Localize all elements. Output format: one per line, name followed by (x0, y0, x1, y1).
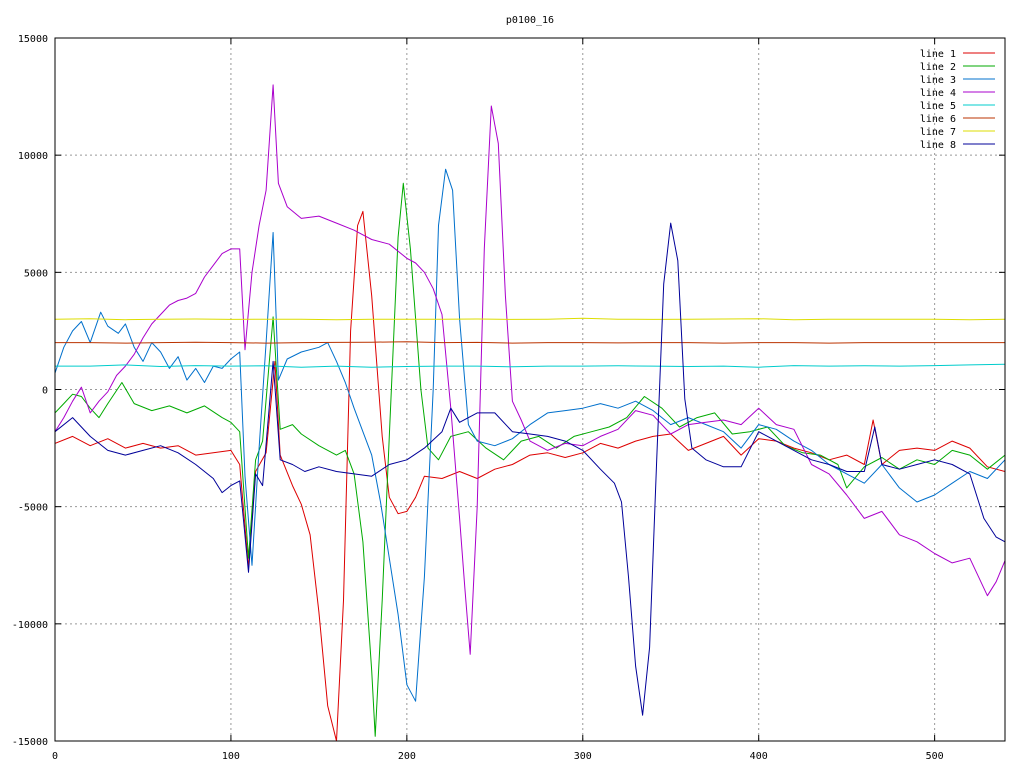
x-tick-label: 100 (222, 751, 240, 762)
series-line-6 (55, 341, 1005, 344)
legend-label: line 7 (920, 127, 956, 138)
legend-label: line 3 (920, 75, 956, 86)
series-line-4 (55, 84, 1005, 655)
y-tick-label: 15000 (18, 34, 48, 45)
series-line-7 (55, 317, 1005, 321)
y-tick-label: -5000 (18, 503, 48, 514)
y-tick-label: -15000 (12, 737, 48, 748)
series-line-8 (55, 222, 1005, 716)
x-tick-label: 200 (398, 751, 416, 762)
legend-label: line 2 (920, 62, 956, 73)
x-tick-label: 500 (926, 751, 944, 762)
legend-label: line 1 (920, 49, 956, 60)
series-layer (55, 84, 1005, 741)
series-line-2 (55, 182, 1005, 737)
y-tick-label: -10000 (12, 620, 48, 631)
legend-label: line 6 (920, 114, 956, 125)
legend: line 1 line 2 line 3 line 4 line 5 line 6 line… (920, 49, 995, 151)
grid-lines (55, 38, 1005, 741)
series-line-3 (55, 168, 1005, 702)
x-tick-label: 400 (750, 751, 768, 762)
y-tick-label: 0 (42, 386, 48, 397)
y-tick-label: 5000 (24, 268, 48, 279)
y-tick-label: 10000 (18, 151, 48, 162)
legend-label: line 8 (920, 140, 956, 151)
legend-label: line 5 (920, 101, 956, 112)
x-tick-label: 300 (574, 751, 592, 762)
x-tick-label: 0 (52, 751, 58, 762)
series-line-5 (55, 363, 1005, 368)
axis-ticks: 0 100 200 300 400 500 -15000 -10000 -5000 0 5000 10… (12, 34, 1005, 762)
legend-label: line 4 (920, 88, 956, 99)
chart-title: p0100_16 (506, 15, 554, 26)
